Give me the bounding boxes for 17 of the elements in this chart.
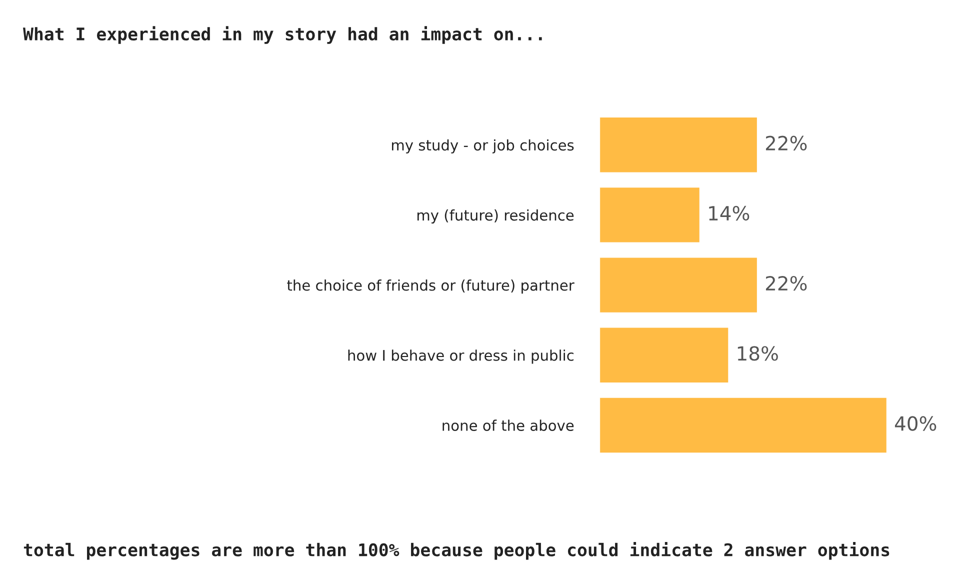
bar — [599, 396, 888, 454]
data-label: 14% — [709, 206, 750, 221]
text: total percentages are more than 100% because people could indicate 2 answer options — [24, 542, 890, 560]
data-label: 22% — [766, 136, 807, 151]
data-label: 18% — [738, 346, 778, 361]
bar — [599, 186, 701, 244]
y-tick-label: none of the above — [442, 420, 574, 431]
y-tick-label: the choice of friends or (future) partner — [287, 280, 574, 294]
data-label: 40% — [894, 416, 936, 431]
y-tick-label: my study - or job choices — [392, 139, 574, 154]
y-tick-label: how I behave or dress in public — [348, 350, 574, 364]
bar — [599, 326, 730, 384]
y-tick-label: my (future) residence — [417, 209, 574, 224]
bar — [599, 116, 758, 174]
data-label: 22% — [766, 276, 807, 291]
text: What I experienced in my story had an impact on... — [23, 26, 542, 44]
bar — [599, 256, 758, 314]
